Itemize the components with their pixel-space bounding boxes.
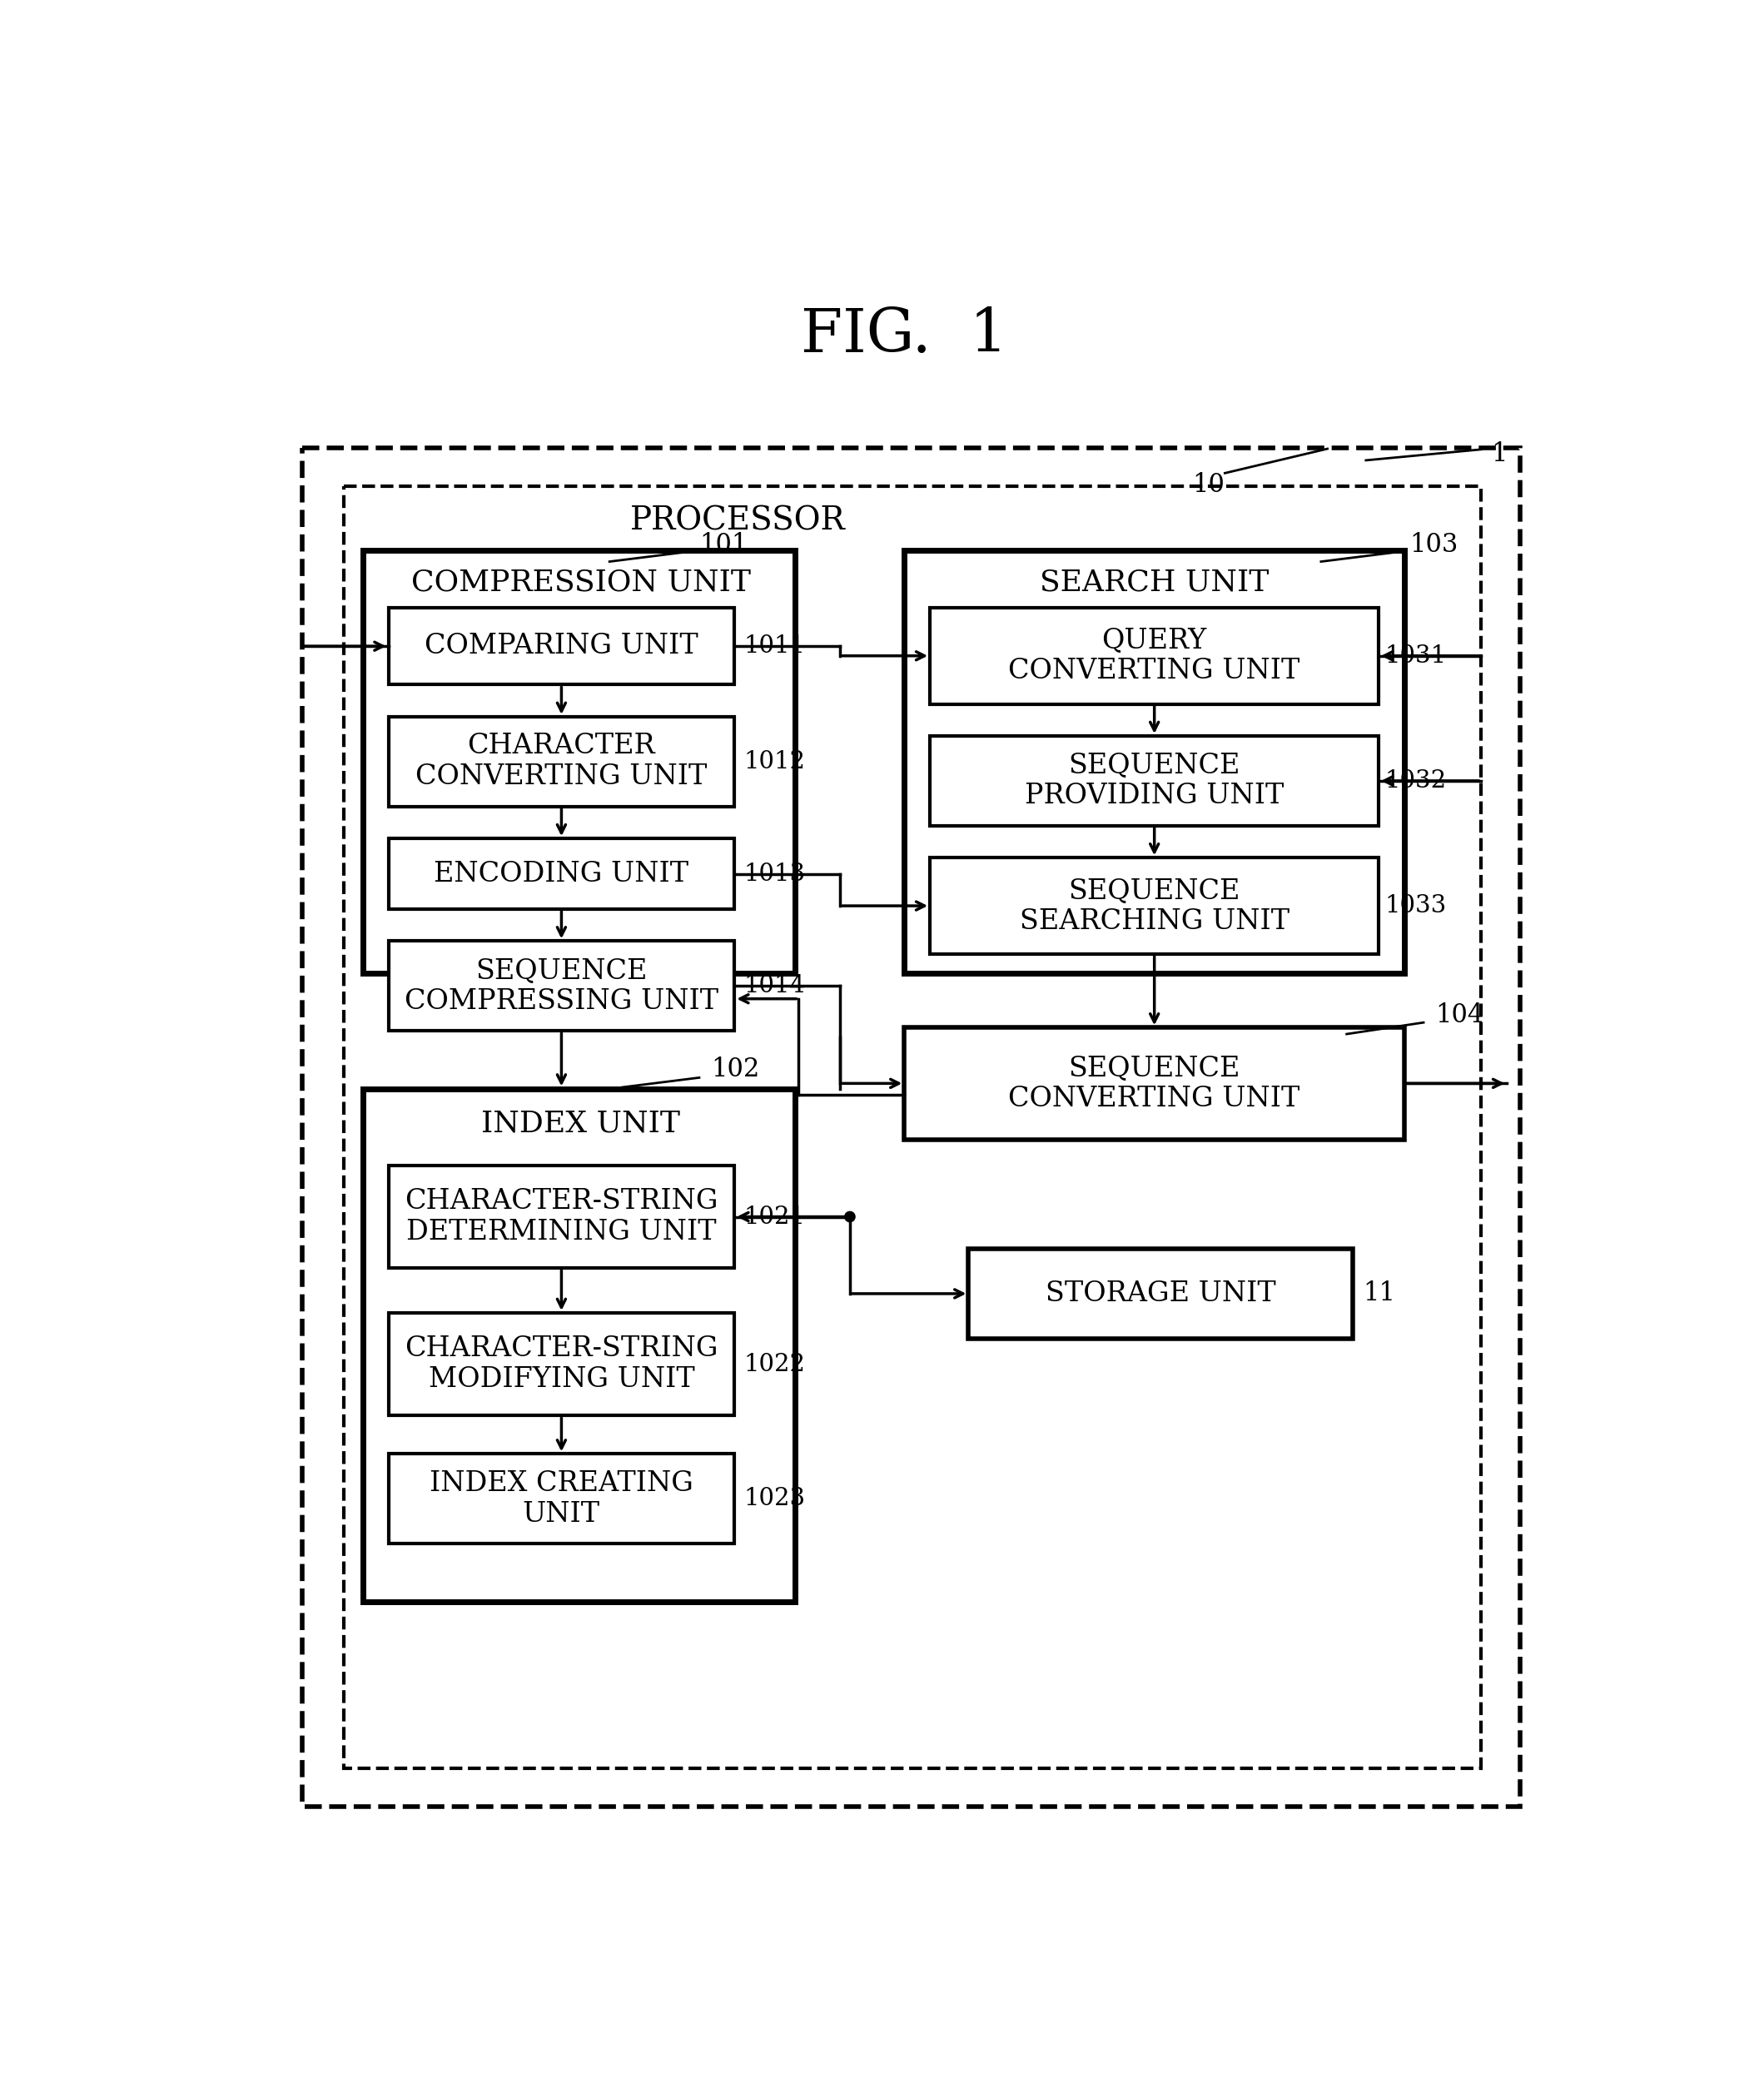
Text: 104: 104 — [1436, 1003, 1484, 1028]
Text: 1031: 1031 — [1385, 645, 1446, 668]
Bar — [388, 1165, 734, 1269]
Text: CHARACTER
CONVERTING UNIT: CHARACTER CONVERTING UNIT — [416, 734, 707, 790]
Text: 11: 11 — [1362, 1281, 1395, 1306]
Text: SEQUENCE
PROVIDING UNIT: SEQUENCE PROVIDING UNIT — [1025, 752, 1284, 811]
Bar — [388, 717, 734, 806]
Text: 1023: 1023 — [744, 1486, 806, 1511]
Text: SEQUENCE
CONVERTING UNIT: SEQUENCE CONVERTING UNIT — [1009, 1055, 1300, 1111]
Text: 1012: 1012 — [744, 750, 806, 773]
Text: SEQUENCE
COMPRESSING UNIT: SEQUENCE COMPRESSING UNIT — [404, 958, 718, 1014]
Text: STORAGE UNIT: STORAGE UNIT — [1046, 1281, 1275, 1306]
Text: 1011: 1011 — [744, 634, 806, 657]
Bar — [930, 607, 1379, 705]
Text: QUERY
CONVERTING UNIT: QUERY CONVERTING UNIT — [1009, 628, 1300, 684]
Bar — [930, 736, 1379, 825]
Text: 1021: 1021 — [744, 1204, 806, 1229]
Bar — [302, 448, 1521, 1806]
Text: 10: 10 — [1192, 473, 1224, 498]
Text: 102: 102 — [711, 1057, 759, 1082]
Text: COMPRESSION UNIT: COMPRESSION UNIT — [411, 568, 750, 597]
Bar — [905, 549, 1404, 972]
Text: SEARCH UNIT: SEARCH UNIT — [1039, 568, 1268, 597]
Bar — [388, 607, 734, 684]
Text: 101: 101 — [699, 533, 748, 558]
Bar — [968, 1248, 1353, 1339]
Text: PROCESSOR: PROCESSOR — [630, 506, 845, 537]
Text: CHARACTER-STRING
MODIFYING UNIT: CHARACTER-STRING MODIFYING UNIT — [404, 1335, 718, 1393]
Text: 1033: 1033 — [1385, 893, 1446, 918]
Text: INDEX UNIT: INDEX UNIT — [482, 1109, 681, 1138]
Text: ENCODING UNIT: ENCODING UNIT — [434, 860, 690, 887]
Text: 1022: 1022 — [744, 1352, 806, 1376]
Text: INDEX CREATING
UNIT: INDEX CREATING UNIT — [430, 1470, 693, 1528]
Bar — [388, 941, 734, 1030]
Text: CHARACTER-STRING
DETERMINING UNIT: CHARACTER-STRING DETERMINING UNIT — [404, 1188, 718, 1246]
Bar — [363, 549, 796, 972]
Text: 1032: 1032 — [1385, 769, 1446, 792]
Circle shape — [845, 1211, 856, 1221]
Text: COMPARING UNIT: COMPARING UNIT — [425, 632, 699, 659]
Text: SEQUENCE
SEARCHING UNIT: SEQUENCE SEARCHING UNIT — [1020, 877, 1289, 935]
Bar — [905, 1028, 1404, 1140]
Text: FIG.  1: FIG. 1 — [801, 307, 1007, 365]
Bar — [930, 858, 1379, 954]
Text: 1014: 1014 — [744, 974, 806, 997]
Text: 1013: 1013 — [744, 862, 806, 885]
Bar — [388, 1453, 734, 1544]
Bar — [388, 1312, 734, 1416]
Bar — [388, 837, 734, 910]
Bar — [344, 485, 1482, 1768]
Text: 1: 1 — [1491, 442, 1506, 466]
Text: 103: 103 — [1409, 533, 1459, 558]
Bar — [363, 1088, 796, 1600]
